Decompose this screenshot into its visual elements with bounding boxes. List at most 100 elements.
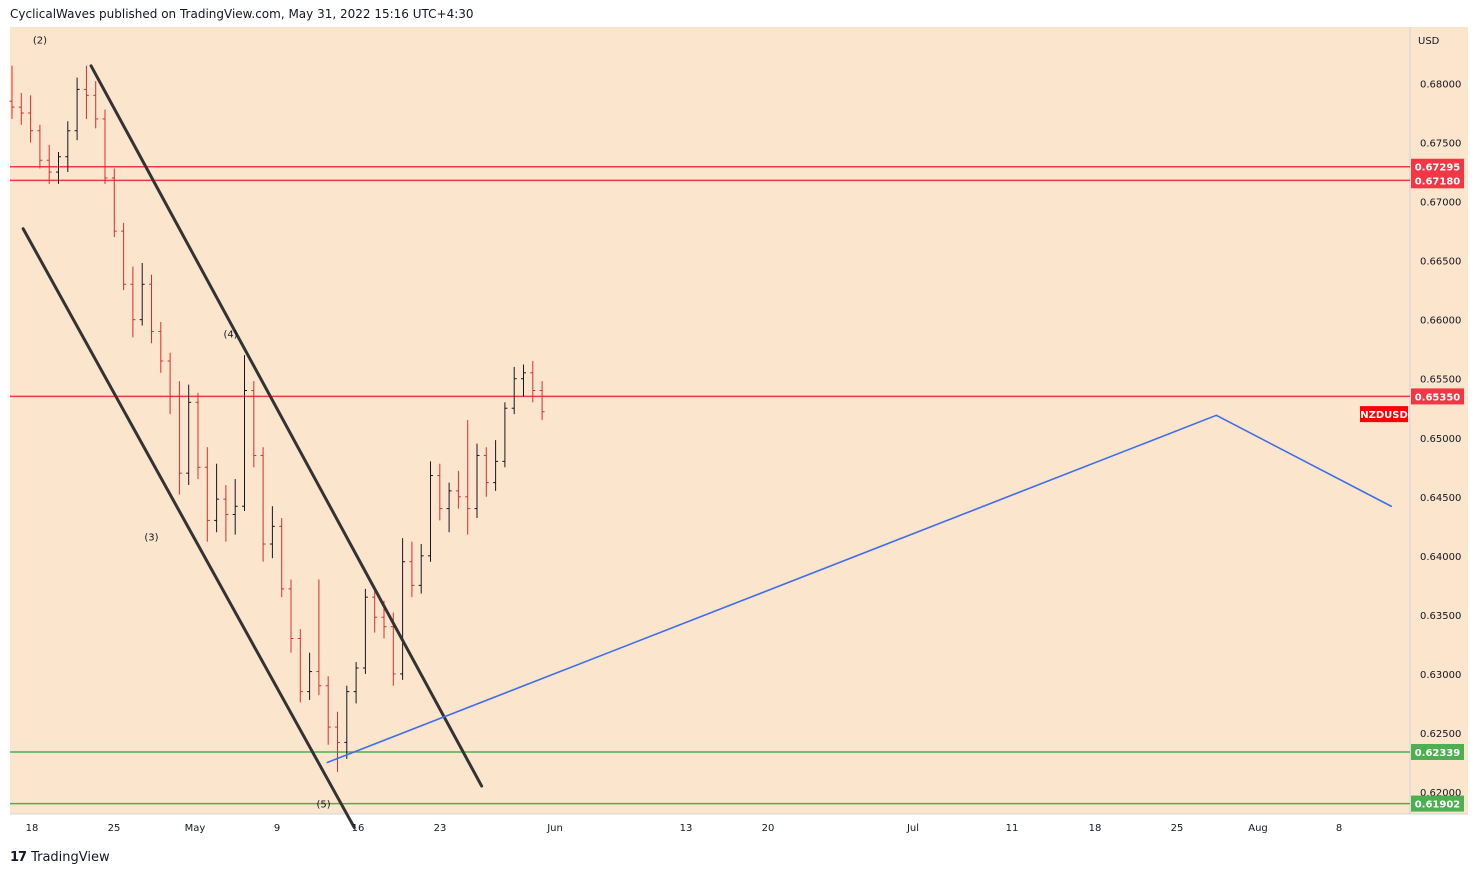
x-ticks: 18 25 May 9 16 23 Jun 13 20 Jul 11 18 25 Aug 8 <box>26 823 1343 834</box>
x-tick-label: 25 <box>1171 823 1184 834</box>
ohlc-bar <box>465 420 471 535</box>
publisher-header: CyclicalWaves published on TradingView.c… <box>10 7 474 21</box>
ohlc-bar <box>493 440 499 491</box>
ohlc-bar <box>446 482 452 533</box>
ohlc-bar <box>483 447 489 497</box>
ohlc-bar <box>316 579 322 696</box>
ohlc-bar <box>28 95 34 143</box>
ohlc-bar <box>530 360 536 403</box>
price-chart[interactable]: USD (2)(3)(4)(5) 0.680000.675000.670000.… <box>0 0 1478 845</box>
ohlc-bar <box>437 463 443 521</box>
wave-labels: (2) (3) (4) (5) <box>33 35 331 810</box>
y-tick-label: 0.65500 <box>1420 375 1461 386</box>
y-tick-label: 0.63000 <box>1420 670 1461 681</box>
y-tick-label: 0.62500 <box>1420 729 1461 740</box>
ohlc-bar <box>251 381 257 468</box>
x-tick-label: 13 <box>680 823 693 834</box>
ohlc-bar <box>158 322 164 373</box>
ohlc-bar <box>335 711 340 772</box>
ohlc-bar <box>111 168 117 238</box>
ohlc-bar <box>65 121 71 173</box>
x-tick-label: Jul <box>906 823 919 834</box>
ohlc-bar <box>195 392 201 480</box>
price-level-badge: 0.61902 <box>1411 795 1464 812</box>
ohlc-bar <box>400 538 406 680</box>
ohlc-bar <box>474 443 480 519</box>
y-tick-label: 0.63500 <box>1420 611 1461 622</box>
x-tick-label: 11 <box>1006 823 1019 834</box>
y-tick-label: 0.62000 <box>1420 788 1461 799</box>
ohlc-bar <box>214 463 220 533</box>
price-level-badge: 0.67295 <box>1411 158 1464 175</box>
price-levels <box>10 165 1410 805</box>
ohlc-bar <box>521 364 526 397</box>
projection-down-line[interactable] <box>1215 414 1392 508</box>
x-tick-label: 16 <box>352 823 365 834</box>
ohlc-bar <box>37 124 43 169</box>
currency-label: USD <box>1418 36 1440 47</box>
svg-text:0.67180: 0.67180 <box>1415 176 1461 187</box>
ohlc-bar <box>232 479 238 535</box>
ohlc-bar <box>83 65 89 119</box>
svg-text:0.67295: 0.67295 <box>1415 163 1461 174</box>
price-badges: 0.67295 0.67180 0.65350 0.62339 0.61902 NZDUS… <box>1360 158 1464 812</box>
svg-text:0.61902: 0.61902 <box>1415 800 1461 811</box>
ohlc-bar <box>288 579 294 653</box>
y-tick-label: 0.68000 <box>1420 80 1461 91</box>
ohlc-bar <box>307 652 313 700</box>
svg-text:0.62339: 0.62339 <box>1415 748 1461 759</box>
projection-up-line[interactable] <box>326 414 1218 764</box>
ohlc-bar <box>418 544 424 594</box>
price-level-badge: 0.62339 <box>1411 743 1464 760</box>
ohlc-bar <box>93 81 99 129</box>
x-tick-label: 18 <box>26 823 39 834</box>
price-level-badge: 0.65350 <box>1411 388 1464 405</box>
ohlc-bar <box>372 588 378 633</box>
tradingview-brand: TradingView <box>31 850 110 865</box>
y-tick-label: 0.66000 <box>1420 316 1461 327</box>
ohlc-bar <box>149 274 154 344</box>
x-tick-label: 9 <box>274 823 280 834</box>
trendlines <box>21 64 1392 829</box>
symbol-badge: NZDUSD <box>1360 406 1408 423</box>
tradingview-footer[interactable]: 17 TradingView <box>10 850 110 865</box>
y-ticks: 0.68000 0.67500 0.67000 0.66500 0.66000 0.655… <box>1420 80 1461 800</box>
ohlc-bar <box>121 222 127 291</box>
price-level-badge: 0.67180 <box>1411 172 1464 189</box>
chart-pane[interactable] <box>10 27 1410 814</box>
ohlc-bar <box>46 144 52 184</box>
svg-text:0.65350: 0.65350 <box>1415 392 1461 403</box>
channel-upper-line[interactable] <box>89 64 484 788</box>
ohlc-bar <box>539 381 545 421</box>
y-tick-label: 0.66500 <box>1420 257 1461 268</box>
channel-lower-line[interactable] <box>21 227 356 829</box>
x-tick-label: 20 <box>762 823 775 834</box>
ohlc-bar <box>186 384 192 485</box>
ohlc-bar <box>130 266 136 338</box>
ohlc-bar <box>242 355 247 511</box>
ohlc-bar <box>223 484 229 542</box>
y-tick-label: 0.64500 <box>1420 493 1461 504</box>
candles <box>9 65 545 772</box>
ohlc-bar <box>502 402 508 468</box>
price-axis-pane[interactable] <box>1410 27 1468 814</box>
ohlc-bar <box>353 662 359 704</box>
ohlc-bar <box>511 366 517 415</box>
ohlc-bar <box>325 676 331 745</box>
ohlc-bar <box>176 381 182 495</box>
x-tick-label: 23 <box>434 823 447 834</box>
y-tick-label: 0.65000 <box>1420 434 1461 445</box>
ohlc-bar <box>344 685 350 759</box>
ohlc-bar <box>102 109 108 184</box>
ohlc-bar <box>362 588 368 674</box>
x-tick-label: 25 <box>108 823 121 834</box>
ohlc-bar <box>9 65 15 119</box>
ohlc-bar <box>297 629 303 703</box>
x-tick-label: Jun <box>546 823 563 834</box>
ohlc-bar <box>204 447 210 542</box>
ohlc-bar <box>455 470 461 509</box>
wave-label: (3) <box>144 532 158 543</box>
svg-text:NZDUSD: NZDUSD <box>1360 410 1408 421</box>
ohlc-bar <box>56 151 61 184</box>
x-tick-label: May <box>185 823 206 834</box>
